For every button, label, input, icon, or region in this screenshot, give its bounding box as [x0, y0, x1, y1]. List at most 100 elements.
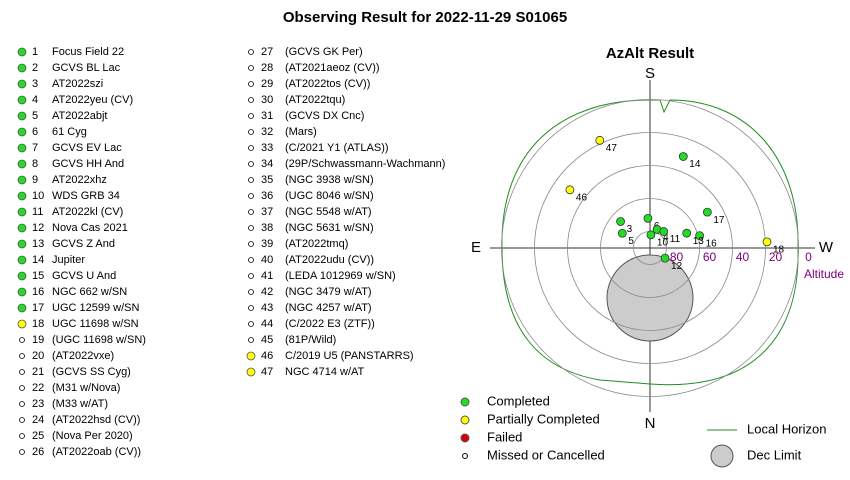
point-label: 47 [606, 143, 618, 154]
target-name: AT2022kl (CV) [52, 206, 123, 218]
target-name: 61 Cyg [52, 126, 87, 138]
target-id: 11 [32, 206, 43, 218]
target-name: (GCVS GK Per) [285, 46, 363, 58]
target-name: (UGC 11698 w/SN) [52, 334, 146, 346]
target-name: (AT2021aeoz (CV)) [285, 62, 380, 74]
target-id: 6 [32, 126, 38, 138]
status-dot [17, 207, 27, 217]
target-id: 22 [32, 382, 44, 394]
target-id: 21 [32, 366, 44, 378]
target-id: 29 [261, 78, 273, 90]
target-name: UGC 12599 w/SN [52, 302, 139, 314]
target-name: Nova Cas 2021 [52, 222, 128, 234]
target-id: 16 [32, 286, 44, 298]
r-tick-label: 20 [769, 250, 783, 264]
legend-label: Partially Completed [487, 411, 600, 426]
status-dot [17, 239, 27, 249]
status-dot [246, 367, 256, 377]
target-name: (NGC 4257 w/AT) [285, 302, 372, 314]
point-label: 13 [693, 236, 705, 247]
r-tick-label: 0 [805, 250, 812, 264]
grid-ring [567, 165, 733, 331]
target-id: 46 [261, 350, 273, 362]
target-id: 8 [32, 158, 38, 170]
target-id: 30 [261, 94, 273, 106]
target-name: (AT2022oab (CV)) [52, 446, 141, 458]
status-dot [248, 81, 254, 87]
status-dot [17, 191, 27, 201]
status-dot [19, 337, 25, 343]
status-dot [248, 273, 254, 279]
target-name: (AT2022hsd (CV)) [52, 414, 140, 426]
status-dot [17, 175, 27, 185]
target-name: NGC 662 w/SN [52, 286, 127, 298]
status-dot [17, 79, 27, 89]
status-dot [248, 241, 254, 247]
target-name: (C/2022 E3 (ZTF)) [285, 318, 375, 330]
legend-label: Failed [487, 429, 522, 444]
status-dot [248, 177, 254, 183]
point-label: 12 [671, 261, 683, 272]
r-tick-label: 40 [736, 250, 750, 264]
target-name: (NGC 3938 w/SN) [285, 174, 374, 186]
target-name: NGC 4714 w/AT [285, 366, 365, 378]
target-point [646, 230, 656, 240]
target-id: 12 [32, 222, 44, 234]
target-name: (NGC 5548 w/AT) [285, 206, 372, 218]
status-dot [248, 97, 254, 103]
target-name: (AT2022vxe) [52, 350, 114, 362]
target-id: 10 [32, 190, 44, 202]
target-name: (Nova Per 2020) [52, 430, 133, 442]
target-name: (NGC 3479 w/AT) [285, 286, 372, 298]
status-dot [19, 401, 25, 407]
target-id: 44 [261, 318, 273, 330]
target-name: GCVS U And [52, 270, 116, 282]
target-name: AT2022abjt [52, 110, 107, 122]
target-point [595, 135, 605, 145]
target-name: (AT2022tos (CV)) [285, 78, 370, 90]
target-point [565, 185, 575, 195]
legend-swatch [710, 444, 734, 468]
status-dot [19, 369, 25, 375]
target-name: Focus Field 22 [52, 46, 124, 58]
status-dot [248, 113, 254, 119]
target-name: (GCVS SS Cyg) [52, 366, 131, 378]
legend-swatch [460, 397, 470, 407]
target-name: (M33 w/AT) [52, 398, 108, 410]
point-label: 4 [663, 232, 669, 243]
page-title: Observing Result for 2022-11-29 S01065 [283, 9, 567, 26]
status-dot [17, 111, 27, 121]
target-id: 27 [261, 46, 273, 58]
target-id: 2 [32, 62, 38, 74]
target-id: 43 [261, 302, 273, 314]
target-id: 34 [261, 158, 273, 170]
legend-label: Dec Limit [747, 447, 802, 462]
target-name: GCVS EV Lac [52, 142, 122, 154]
status-dot [17, 303, 27, 313]
target-id: 39 [261, 238, 273, 250]
target-id: 20 [32, 350, 44, 362]
status-dot [248, 337, 254, 343]
point-label: 46 [576, 192, 588, 203]
target-point [702, 207, 712, 217]
target-name: C/2019 U5 (PANSTARRS) [285, 350, 414, 362]
target-name: (Mars) [285, 126, 317, 138]
status-dot [246, 351, 256, 361]
target-id: 45 [261, 334, 273, 346]
status-dot [17, 223, 27, 233]
target-name: AT2022yeu (CV) [52, 94, 133, 106]
status-dot [19, 353, 25, 359]
target-id: 3 [32, 78, 38, 90]
point-label: 10 [657, 237, 669, 248]
target-point [695, 231, 705, 241]
target-id: 42 [261, 286, 273, 298]
target-name: WDS GRB 34 [52, 190, 120, 202]
target-name: (GCVS DX Cnc) [285, 110, 364, 122]
status-dot [248, 209, 254, 215]
target-id: 18 [32, 318, 44, 330]
target-id: 17 [32, 302, 44, 314]
status-dot [248, 305, 254, 311]
target-point [617, 228, 627, 238]
point-label: 14 [689, 159, 701, 170]
target-id: 40 [261, 254, 273, 266]
